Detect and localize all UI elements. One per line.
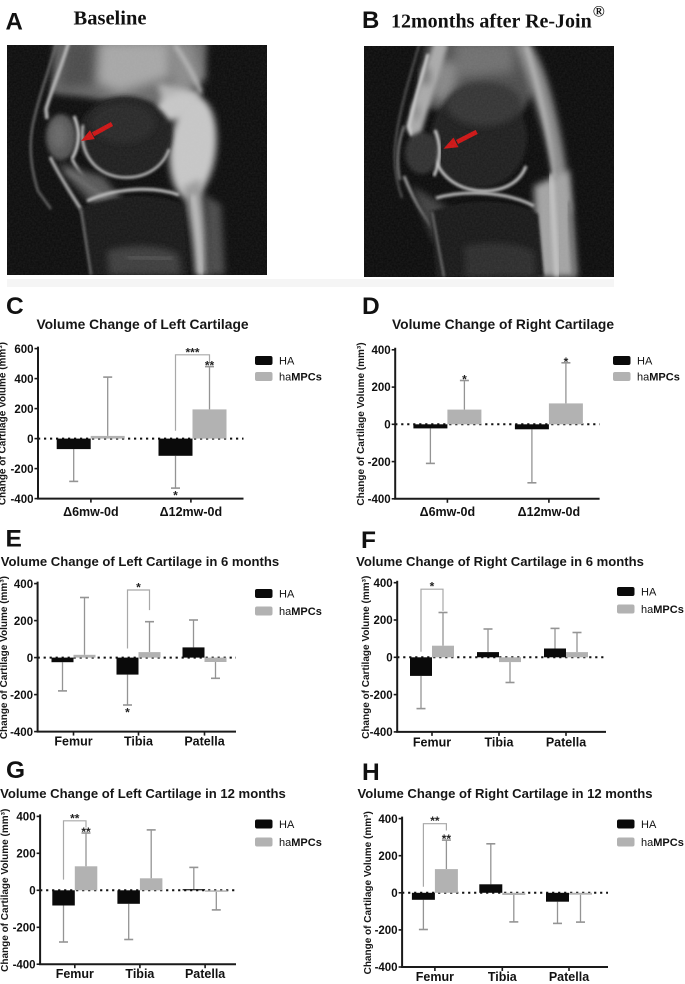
svg-text:400: 400 <box>14 374 33 386</box>
svg-text:400: 400 <box>16 812 35 824</box>
svg-text:Change of Cartilage Volume (mm: Change of Cartilage Volume (mm³) <box>0 342 9 505</box>
svg-text:0: 0 <box>29 886 35 898</box>
svg-text:200: 200 <box>14 404 33 416</box>
svg-text:200: 200 <box>372 382 391 394</box>
svg-text:*: * <box>173 489 178 503</box>
svg-text:-200: -200 <box>10 690 33 702</box>
svg-text:12months after Re-Join®: 12months after Re-Join® <box>391 4 605 33</box>
svg-text:Volume Change of Right Cartila: Volume Change of Right Cartilage in 6 mo… <box>356 554 644 569</box>
svg-text:Volume Change of Left Cartilag: Volume Change of Left Cartilage <box>36 317 248 332</box>
svg-text:Volume Change of Right Cartila: Volume Change of Right Cartilage in 12 m… <box>357 786 652 801</box>
svg-text:0: 0 <box>384 420 390 432</box>
svg-text:-200: -200 <box>370 690 393 702</box>
svg-text:Δ12mw-0d: Δ12mw-0d <box>160 505 222 519</box>
svg-text:**: ** <box>70 811 80 825</box>
svg-text:*: * <box>125 706 130 720</box>
svg-text:Volume Change of Right Cartila: Volume Change of Right Cartilage <box>392 317 614 332</box>
svg-text:haMPCs: haMPCs <box>279 837 322 849</box>
svg-text:600: 600 <box>14 344 33 356</box>
svg-text:400: 400 <box>372 345 391 357</box>
svg-text:***: *** <box>185 345 199 359</box>
svg-text:*: * <box>564 355 569 369</box>
svg-text:Baseline: Baseline <box>74 8 147 30</box>
svg-text:200: 200 <box>374 615 393 627</box>
svg-text:A: A <box>6 9 23 36</box>
svg-text:Change of Cartilage Volume (mm: Change of Cartilage Volume (mm³) <box>0 809 11 972</box>
svg-text:Tibia: Tibia <box>125 967 155 981</box>
svg-text:HA: HA <box>641 819 657 831</box>
svg-text:haMPCs: haMPCs <box>637 372 680 384</box>
svg-text:0: 0 <box>391 888 397 900</box>
svg-text:200: 200 <box>14 616 33 628</box>
svg-text:**: ** <box>81 825 91 839</box>
svg-text:0: 0 <box>386 653 392 665</box>
svg-text:**: ** <box>442 832 452 846</box>
svg-text:F: F <box>361 527 376 554</box>
svg-text:HA: HA <box>641 587 657 599</box>
svg-text:-400: -400 <box>375 962 398 974</box>
svg-text:G: G <box>6 757 25 784</box>
svg-text:**: ** <box>205 359 215 373</box>
svg-text:D: D <box>362 293 380 320</box>
svg-text:-400: -400 <box>13 959 36 971</box>
svg-text:Femur: Femur <box>54 735 92 749</box>
svg-text:Patella: Patella <box>549 970 590 984</box>
svg-text:HA: HA <box>279 589 295 601</box>
svg-text:400: 400 <box>14 579 33 591</box>
svg-text:200: 200 <box>378 851 397 863</box>
svg-text:Femur: Femur <box>413 736 451 750</box>
svg-text:-400: -400 <box>368 494 391 506</box>
svg-text:Tibia: Tibia <box>488 970 518 984</box>
svg-text:Patella: Patella <box>184 735 225 749</box>
svg-text:haMPCs: haMPCs <box>279 606 322 618</box>
svg-text:H: H <box>362 759 380 786</box>
svg-text:Δ12mw-0d: Δ12mw-0d <box>518 505 580 519</box>
svg-text:HA: HA <box>279 819 295 831</box>
svg-text:Femur: Femur <box>56 967 94 981</box>
svg-text:haMPCs: haMPCs <box>641 604 684 616</box>
svg-text:Tibia: Tibia <box>124 735 154 749</box>
svg-text:-200: -200 <box>375 925 398 937</box>
svg-text:-400: -400 <box>370 727 393 739</box>
svg-text:haMPCs: haMPCs <box>641 837 684 849</box>
svg-text:E: E <box>6 526 22 553</box>
svg-text:*: * <box>136 581 141 595</box>
svg-text:Volume Change of Left Cartilag: Volume Change of Left Cartilage in 12 mo… <box>0 786 286 801</box>
svg-text:Δ6mw-0d: Δ6mw-0d <box>63 505 119 519</box>
svg-text:Change of Cartilage Volume (mm: Change of Cartilage Volume (mm³) <box>361 576 372 739</box>
svg-text:Femur: Femur <box>416 970 454 984</box>
svg-text:0: 0 <box>27 653 33 665</box>
svg-text:**: ** <box>430 814 440 828</box>
svg-text:400: 400 <box>374 578 393 590</box>
svg-text:-400: -400 <box>10 494 33 506</box>
svg-text:Change of Cartilage Volume (mm: Change of Cartilage Volume (mm³) <box>0 576 10 739</box>
svg-text:-200: -200 <box>13 923 36 935</box>
svg-text:B: B <box>362 7 379 34</box>
svg-text:Patella: Patella <box>185 967 226 981</box>
svg-text:HA: HA <box>279 356 295 368</box>
svg-text:Change of Cartilage Volume (mm: Change of Cartilage Volume (mm³) <box>356 342 367 505</box>
svg-text:*: * <box>430 580 435 594</box>
svg-text:-400: -400 <box>10 727 33 739</box>
svg-text:0: 0 <box>27 434 33 446</box>
svg-text:-200: -200 <box>368 457 391 469</box>
svg-text:Tibia: Tibia <box>485 736 515 750</box>
svg-text:Patella: Patella <box>546 736 587 750</box>
svg-text:*: * <box>462 373 467 387</box>
svg-text:Change of Cartilage Volume (mm: Change of Cartilage Volume (mm³) <box>363 811 374 974</box>
svg-text:200: 200 <box>16 849 35 861</box>
svg-text:haMPCs: haMPCs <box>279 372 322 384</box>
svg-text:HA: HA <box>637 356 653 368</box>
svg-text:Δ6mw-0d: Δ6mw-0d <box>420 505 476 519</box>
svg-text:400: 400 <box>378 814 397 826</box>
svg-text:C: C <box>6 293 24 320</box>
svg-text:-200: -200 <box>10 464 33 476</box>
svg-text:Volume Change of Left Cartilag: Volume Change of Left Cartilage in 6 mon… <box>1 554 279 569</box>
